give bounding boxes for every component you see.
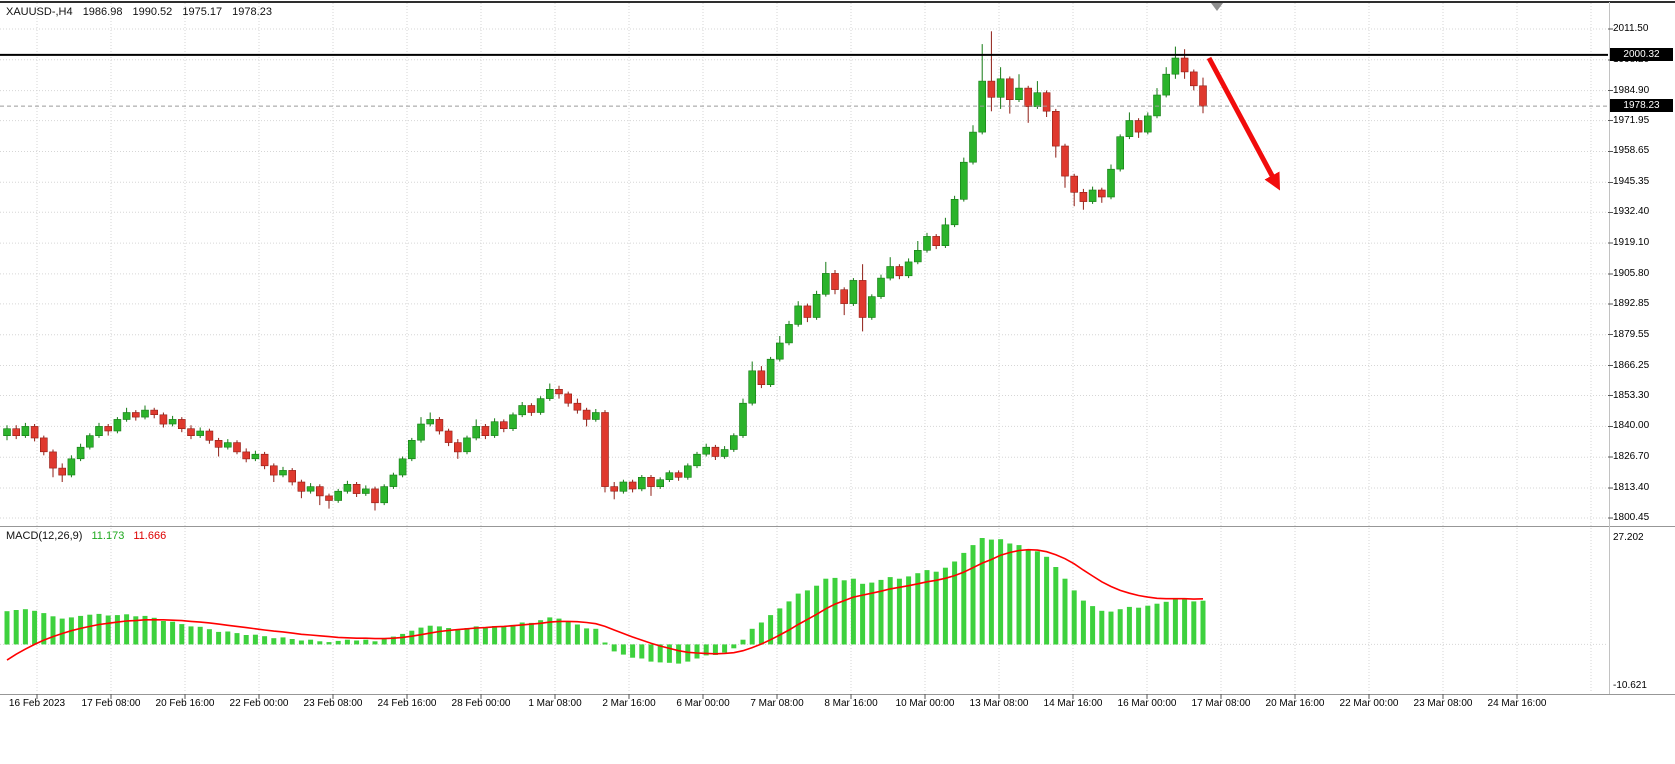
low-value: 1975.17 [182, 6, 223, 18]
price-tick-label: 1958.65 [1613, 145, 1650, 157]
time-tick-label: 14 Mar 16:00 [1043, 698, 1103, 709]
grid-layer [0, 3, 1608, 693]
price-tick-label: 1879.55 [1613, 328, 1650, 340]
bid-price-label: 1978.23 [1610, 99, 1673, 113]
chart-shift-marker[interactable] [1211, 3, 1223, 11]
price-tick-label: 1919.10 [1613, 237, 1650, 249]
open-value: 1986.98 [82, 6, 123, 18]
price-tick-label: 1813.40 [1613, 481, 1650, 493]
macd-value: 11.173 [91, 530, 125, 542]
time-tick-label: 17 Mar 08:00 [1191, 698, 1251, 709]
price-tick-label: 1932.40 [1613, 206, 1650, 218]
candles-layer [3, 31, 1207, 511]
ohlc-info: XAUUSD-,H4 1986.98 1990.52 1975.17 1978.… [6, 6, 279, 18]
price-tick-label: 1945.35 [1613, 176, 1650, 188]
price-tick-label: 1866.25 [1613, 359, 1650, 371]
time-tick-label: 7 Mar 08:00 [750, 698, 804, 709]
time-tick-label: 16 Feb 2023 [8, 698, 66, 709]
macd-name: MACD(12,26,9) [6, 530, 83, 542]
close-value: 1978.23 [232, 6, 272, 18]
time-tick-label: 20 Feb 16:00 [155, 698, 215, 709]
time-tick-label: 23 Mar 08:00 [1413, 698, 1473, 709]
time-tick-label: 17 Feb 08:00 [81, 698, 141, 709]
time-tick-label: 24 Feb 16:00 [377, 698, 437, 709]
time-tick-label: 8 Mar 16:00 [824, 698, 878, 709]
time-tick-label: 28 Feb 00:00 [451, 698, 511, 709]
time-tick-label: 20 Mar 16:00 [1265, 698, 1325, 709]
resistance-price-label: 2000.32 [1610, 47, 1673, 61]
macd-signal-value: 11.666 [133, 530, 167, 542]
price-tick-label: 1826.70 [1613, 451, 1650, 463]
price-tick-label: 1853.30 [1613, 389, 1650, 401]
time-tick-label: 6 Mar 00:00 [676, 698, 730, 709]
price-tick-label: 2011.50 [1613, 23, 1649, 34]
price-tick-label: 1984.90 [1613, 84, 1650, 96]
symbol-period-label: XAUUSD-,H4 [6, 6, 73, 18]
trend-arrow[interactable] [1206, 56, 1281, 191]
macd-axis-max-label: 27.202 [1613, 532, 1644, 543]
annotations-layer[interactable] [0, 53, 1608, 191]
time-tick-label: 24 Mar 16:00 [1487, 698, 1547, 709]
time-tick-label: 10 Mar 00:00 [895, 698, 955, 709]
time-tick-label: 1 Mar 08:00 [528, 698, 582, 709]
macd-axis-min-label: -10.621 [1613, 680, 1647, 691]
time-tick-label: 23 Feb 08:00 [303, 698, 363, 709]
frame-lines [0, 1, 1675, 699]
price-tick-label: 1892.85 [1613, 297, 1650, 309]
price-tick-label: 1905.80 [1613, 267, 1650, 279]
time-tick-label: 2 Mar 16:00 [602, 698, 656, 709]
price-tick-label: 1800.45 [1613, 512, 1650, 523]
price-tick-label: 1840.00 [1613, 420, 1650, 432]
time-axis[interactable]: 16 Feb 2023 17 Feb 08:00 20 Feb 16:00 22 Fe… [0, 698, 1675, 714]
price-tick-label: 1971.95 [1613, 114, 1650, 126]
macd-indicator-label: MACD(12,26,9) 11.173 11.666 [6, 530, 172, 542]
time-tick-label: 16 Mar 00:00 [1117, 698, 1177, 709]
macd-histogram [4, 538, 1206, 664]
time-tick-label: 22 Mar 00:00 [1339, 698, 1399, 709]
high-value: 1990.52 [132, 6, 173, 18]
macd-signal-line [6, 548, 1204, 661]
time-tick-label: 22 Feb 00:00 [229, 698, 289, 709]
time-tick-label: 13 Mar 08:00 [969, 698, 1029, 709]
